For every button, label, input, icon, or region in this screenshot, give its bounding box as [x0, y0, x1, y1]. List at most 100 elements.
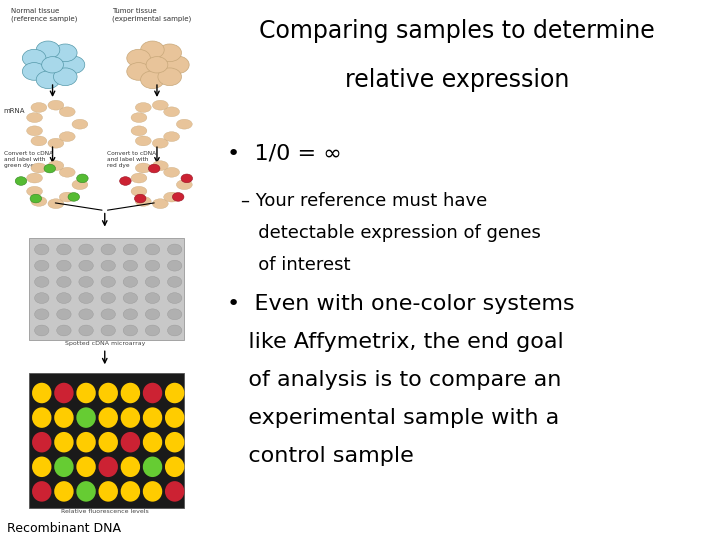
- Ellipse shape: [165, 456, 184, 477]
- Text: Comparing samples to determine: Comparing samples to determine: [259, 19, 655, 43]
- Circle shape: [168, 293, 182, 303]
- Ellipse shape: [48, 199, 64, 208]
- Ellipse shape: [99, 456, 118, 477]
- Circle shape: [123, 325, 138, 336]
- Ellipse shape: [165, 432, 184, 453]
- Ellipse shape: [143, 481, 162, 502]
- Ellipse shape: [59, 192, 75, 202]
- Circle shape: [172, 193, 184, 201]
- Text: like Affymetrix, the end goal: like Affymetrix, the end goal: [227, 332, 564, 352]
- Circle shape: [57, 276, 71, 287]
- Circle shape: [35, 325, 49, 336]
- Circle shape: [168, 325, 182, 336]
- Circle shape: [123, 260, 138, 271]
- Ellipse shape: [54, 456, 73, 477]
- Circle shape: [57, 293, 71, 303]
- Ellipse shape: [121, 407, 140, 428]
- Text: of interest: of interest: [241, 256, 351, 274]
- Ellipse shape: [131, 173, 147, 183]
- Circle shape: [35, 244, 49, 255]
- Ellipse shape: [163, 107, 179, 117]
- Ellipse shape: [53, 68, 77, 86]
- Circle shape: [101, 309, 115, 320]
- Ellipse shape: [32, 432, 52, 453]
- Ellipse shape: [31, 197, 47, 206]
- Ellipse shape: [48, 138, 64, 148]
- Ellipse shape: [99, 407, 118, 428]
- Ellipse shape: [54, 481, 73, 502]
- Ellipse shape: [140, 41, 164, 59]
- Ellipse shape: [32, 456, 52, 477]
- Text: Normal tissue
(reference sample): Normal tissue (reference sample): [11, 8, 77, 22]
- Circle shape: [57, 260, 71, 271]
- Text: mRNA: mRNA: [4, 108, 25, 114]
- Ellipse shape: [153, 161, 168, 171]
- Circle shape: [123, 276, 138, 287]
- Circle shape: [101, 276, 115, 287]
- Ellipse shape: [59, 132, 75, 141]
- Circle shape: [79, 293, 94, 303]
- Circle shape: [79, 260, 94, 271]
- Ellipse shape: [76, 481, 96, 502]
- Ellipse shape: [59, 107, 75, 117]
- Circle shape: [35, 260, 49, 271]
- Circle shape: [168, 244, 182, 255]
- Circle shape: [57, 244, 71, 255]
- Circle shape: [145, 293, 160, 303]
- Ellipse shape: [165, 481, 184, 502]
- Ellipse shape: [165, 407, 184, 428]
- Text: experimental sample with a: experimental sample with a: [227, 408, 559, 428]
- Circle shape: [79, 325, 94, 336]
- Ellipse shape: [158, 44, 181, 62]
- Text: relative expression: relative expression: [345, 68, 570, 91]
- Ellipse shape: [32, 407, 52, 428]
- Ellipse shape: [99, 432, 118, 453]
- Text: •  1/0 = ∞: • 1/0 = ∞: [227, 143, 341, 163]
- Ellipse shape: [76, 383, 96, 403]
- Ellipse shape: [27, 113, 42, 123]
- Ellipse shape: [48, 100, 64, 110]
- Ellipse shape: [99, 383, 118, 403]
- Ellipse shape: [31, 103, 47, 112]
- Ellipse shape: [135, 197, 151, 206]
- Text: Convert to cDNA
and label with
green dye: Convert to cDNA and label with green dye: [4, 151, 53, 168]
- Circle shape: [68, 193, 79, 201]
- Circle shape: [145, 260, 160, 271]
- Circle shape: [120, 177, 131, 185]
- Ellipse shape: [22, 63, 46, 80]
- Ellipse shape: [140, 71, 164, 89]
- Circle shape: [168, 309, 182, 320]
- Ellipse shape: [48, 161, 64, 171]
- Ellipse shape: [127, 49, 150, 67]
- Circle shape: [76, 174, 88, 183]
- Ellipse shape: [176, 180, 192, 190]
- Text: Convert to cDNA
and label with
red dye: Convert to cDNA and label with red dye: [107, 151, 156, 168]
- Ellipse shape: [166, 56, 189, 73]
- Circle shape: [148, 164, 160, 173]
- Ellipse shape: [72, 180, 88, 190]
- Text: control sample: control sample: [227, 446, 413, 465]
- Text: detectable expression of genes: detectable expression of genes: [241, 224, 541, 242]
- Circle shape: [145, 244, 160, 255]
- Ellipse shape: [135, 103, 151, 112]
- Ellipse shape: [32, 481, 52, 502]
- Ellipse shape: [121, 432, 140, 453]
- Circle shape: [101, 244, 115, 255]
- Circle shape: [57, 309, 71, 320]
- Text: Spotted cDNA microarray: Spotted cDNA microarray: [65, 341, 145, 346]
- Circle shape: [79, 244, 94, 255]
- Ellipse shape: [121, 481, 140, 502]
- Ellipse shape: [61, 56, 85, 73]
- Ellipse shape: [54, 383, 73, 403]
- Ellipse shape: [153, 100, 168, 110]
- Circle shape: [35, 309, 49, 320]
- Ellipse shape: [76, 432, 96, 453]
- Text: Tumor tissue
(experimental sample): Tumor tissue (experimental sample): [112, 8, 191, 22]
- Bar: [29, 373, 184, 508]
- Circle shape: [181, 174, 192, 183]
- Circle shape: [123, 244, 138, 255]
- Ellipse shape: [131, 186, 147, 196]
- Circle shape: [168, 276, 182, 287]
- Ellipse shape: [99, 481, 118, 502]
- Ellipse shape: [31, 136, 47, 146]
